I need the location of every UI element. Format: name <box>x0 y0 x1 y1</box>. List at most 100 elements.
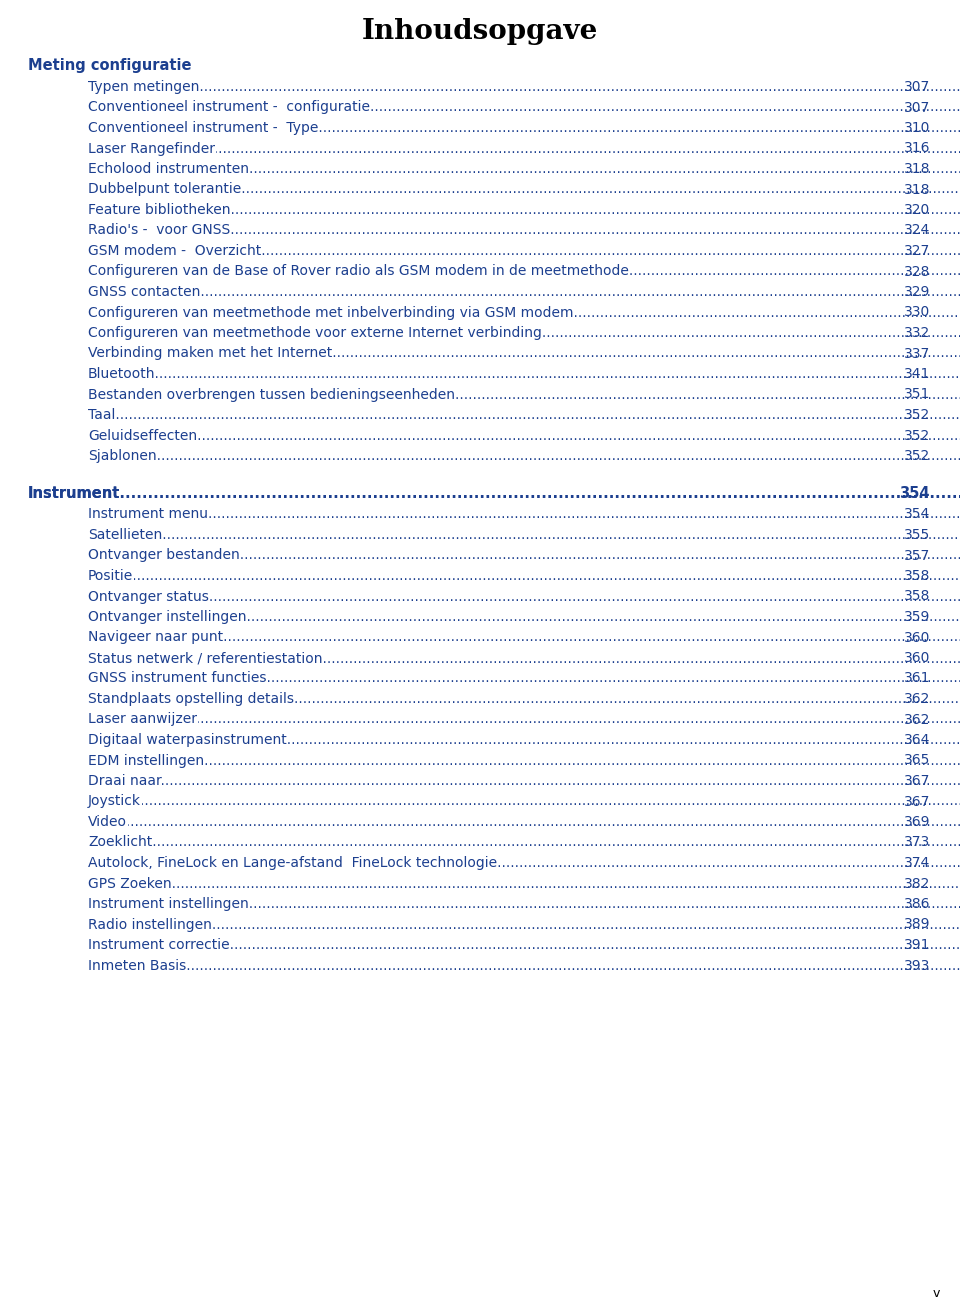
Text: Echolood instrumenten...........................................................: Echolood instrumenten...................… <box>88 161 960 176</box>
Text: 354: 354 <box>903 508 930 521</box>
Text: EDM instellingen: EDM instellingen <box>88 753 204 768</box>
Text: Configureren van meetmethode voor externe Internet verbinding: Configureren van meetmethode voor extern… <box>88 325 541 340</box>
Text: Taal............................................................................: Taal....................................… <box>88 408 960 422</box>
Text: 386: 386 <box>903 897 930 911</box>
Text: GPS Zoeken......................................................................: GPS Zoeken..............................… <box>88 876 960 891</box>
Text: Verbinding maken met het Internet: Verbinding maken met het Internet <box>88 346 332 361</box>
Text: Bestanden overbrengen tussen bedieningseenheden: Bestanden overbrengen tussen bedieningse… <box>88 387 455 401</box>
Text: 369: 369 <box>903 815 930 829</box>
Text: 367: 367 <box>903 774 930 789</box>
Text: 355: 355 <box>903 527 930 542</box>
Text: Inhoudsopgave: Inhoudsopgave <box>362 18 598 45</box>
Text: Digitaal waterpasinstrument.....................................................: Digitaal waterpasinstrument.............… <box>88 733 960 747</box>
Text: Digitaal waterpasinstrument: Digitaal waterpasinstrument <box>88 733 287 747</box>
Text: Meting configuratie: Meting configuratie <box>28 58 191 73</box>
Text: 361: 361 <box>903 672 930 685</box>
Text: Taal: Taal <box>88 408 115 422</box>
Text: Zoeklicht.......................................................................: Zoeklicht...............................… <box>88 836 960 849</box>
Text: Dubbelpunt tolerantie...........................................................: Dubbelpunt tolerantie...................… <box>88 182 960 197</box>
Text: GNSS contacten..................................................................: GNSS contacten..........................… <box>88 285 960 299</box>
Text: EDM instellingen................................................................: EDM instellingen........................… <box>88 753 960 768</box>
Text: Feature bibliotheken: Feature bibliotheken <box>88 203 230 216</box>
Text: 307: 307 <box>903 80 930 94</box>
Text: Conventioneel instrument -  Type: Conventioneel instrument - Type <box>88 121 319 135</box>
Text: Geluidseffecten.................................................................: Geluidseffecten.........................… <box>88 429 960 442</box>
Text: 329: 329 <box>903 285 930 299</box>
Text: Configureren van meetmethode voor externe Internet verbinding...................: Configureren van meetmethode voor extern… <box>88 325 960 340</box>
Text: Feature bibliotheken............................................................: Feature bibliotheken....................… <box>88 203 960 216</box>
Text: 360: 360 <box>903 651 930 665</box>
Text: 358: 358 <box>903 569 930 583</box>
Text: GSM modem -  Overzicht..........................................................: GSM modem - Overzicht...................… <box>88 244 960 258</box>
Text: Status netwerk / referentiestation..............................................: Status netwerk / referentiestation......… <box>88 651 960 665</box>
Text: Typen metingen..................................................................: Typen metingen..........................… <box>88 80 960 94</box>
Text: Inmeten Basis: Inmeten Basis <box>88 959 186 972</box>
Text: Ontvanger bestanden.............................................................: Ontvanger bestanden.....................… <box>88 548 960 563</box>
Text: Instrument: Instrument <box>28 485 120 500</box>
Text: Navigeer naar punt: Navigeer naar punt <box>88 631 223 644</box>
Text: 389: 389 <box>903 917 930 932</box>
Text: Ontvanger instellingen: Ontvanger instellingen <box>88 610 247 625</box>
Text: 351: 351 <box>903 387 930 401</box>
Text: Ontvanger status: Ontvanger status <box>88 589 209 604</box>
Text: 341: 341 <box>903 367 930 380</box>
Text: Autolock, FineLock en Lange-afstand  FineLock technologie: Autolock, FineLock en Lange-afstand Fine… <box>88 855 497 870</box>
Text: Draai naar: Draai naar <box>88 774 161 789</box>
Text: 352: 352 <box>903 408 930 422</box>
Text: 352: 352 <box>903 449 930 463</box>
Text: 310: 310 <box>903 121 930 135</box>
Text: 374: 374 <box>903 855 930 870</box>
Text: Radio's -  voor GNSS: Radio's - voor GNSS <box>88 223 230 237</box>
Text: Joystick........................................................................: Joystick................................… <box>88 795 960 808</box>
Text: Radio's -  voor GNSS............................................................: Radio's - voor GNSS.....................… <box>88 223 960 237</box>
Text: Instrument menu.................................................................: Instrument menu.........................… <box>88 508 960 521</box>
Text: Echolood instrumenten: Echolood instrumenten <box>88 161 249 176</box>
Text: Conventioneel instrument -  configuratie: Conventioneel instrument - configuratie <box>88 101 370 114</box>
Text: GPS Zoeken: GPS Zoeken <box>88 876 172 891</box>
Text: Configureren van meetmethode met inbelverbinding via GSM modem: Configureren van meetmethode met inbelve… <box>88 306 573 320</box>
Text: Verbinding maken met het Internet...............................................: Verbinding maken met het Internet.......… <box>88 346 960 361</box>
Text: Radio instellingen..............................................................: Radio instellingen......................… <box>88 917 960 932</box>
Text: Conventioneel instrument -  configuratie........................................: Conventioneel instrument - configuratie.… <box>88 101 960 114</box>
Text: Video...........................................................................: Video...................................… <box>88 815 960 829</box>
Text: Standplaats opstelling details..................................................: Standplaats opstelling details..........… <box>88 691 960 706</box>
Text: 367: 367 <box>903 795 930 808</box>
Text: Ontvanger instellingen..........................................................: Ontvanger instellingen..................… <box>88 610 960 625</box>
Text: 328: 328 <box>903 265 930 278</box>
Text: 332: 332 <box>903 325 930 340</box>
Text: 358: 358 <box>903 589 930 604</box>
Text: Sjablonen.......................................................................: Sjablonen...............................… <box>88 449 960 463</box>
Text: Radio instellingen: Radio instellingen <box>88 917 212 932</box>
Text: 307: 307 <box>903 101 930 114</box>
Text: Configureren van meetmethode met inbelverbinding via GSM modem..................: Configureren van meetmethode met inbelve… <box>88 306 960 320</box>
Text: 324: 324 <box>903 223 930 237</box>
Text: 318: 318 <box>903 161 930 176</box>
Text: Conventioneel instrument -  Type................................................: Conventioneel instrument - Type.........… <box>88 121 960 135</box>
Text: Ontvanger status................................................................: Ontvanger status........................… <box>88 589 960 604</box>
Text: Positie: Positie <box>88 569 133 583</box>
Text: Autolock, FineLock en Lange-afstand  FineLock technologie.......................: Autolock, FineLock en Lange-afstand Fine… <box>88 855 960 870</box>
Text: 330: 330 <box>903 306 930 320</box>
Text: GNSS instrument functies: GNSS instrument functies <box>88 672 267 685</box>
Text: Instrument correctie............................................................: Instrument correctie....................… <box>88 938 960 953</box>
Text: 393: 393 <box>903 959 930 972</box>
Text: 316: 316 <box>903 142 930 156</box>
Text: 362: 362 <box>903 712 930 727</box>
Text: 337: 337 <box>903 346 930 361</box>
Text: 320: 320 <box>903 203 930 216</box>
Text: Instrument correctie: Instrument correctie <box>88 938 229 953</box>
Text: Satellieten: Satellieten <box>88 527 162 542</box>
Text: 327: 327 <box>903 244 930 258</box>
Text: Laser aanwijzer: Laser aanwijzer <box>88 712 197 727</box>
Text: Satellieten.....................................................................: Satellieten.............................… <box>88 527 960 542</box>
Text: Instrument menu: Instrument menu <box>88 508 208 521</box>
Text: Instrument......................................................................: Instrument..............................… <box>28 485 960 500</box>
Text: Configureren van de Base of Rover radio als GSM modem in de meetmethode.........: Configureren van de Base of Rover radio … <box>88 265 960 278</box>
Text: GNSS contacten: GNSS contacten <box>88 285 201 299</box>
Text: 365: 365 <box>903 753 930 768</box>
Text: Positie.........................................................................: Positie.................................… <box>88 569 960 583</box>
Text: 354: 354 <box>900 485 930 500</box>
Text: Bluetooth.......................................................................: Bluetooth...............................… <box>88 367 960 380</box>
Text: Dubbelpunt tolerantie: Dubbelpunt tolerantie <box>88 182 241 197</box>
Text: 357: 357 <box>903 548 930 563</box>
